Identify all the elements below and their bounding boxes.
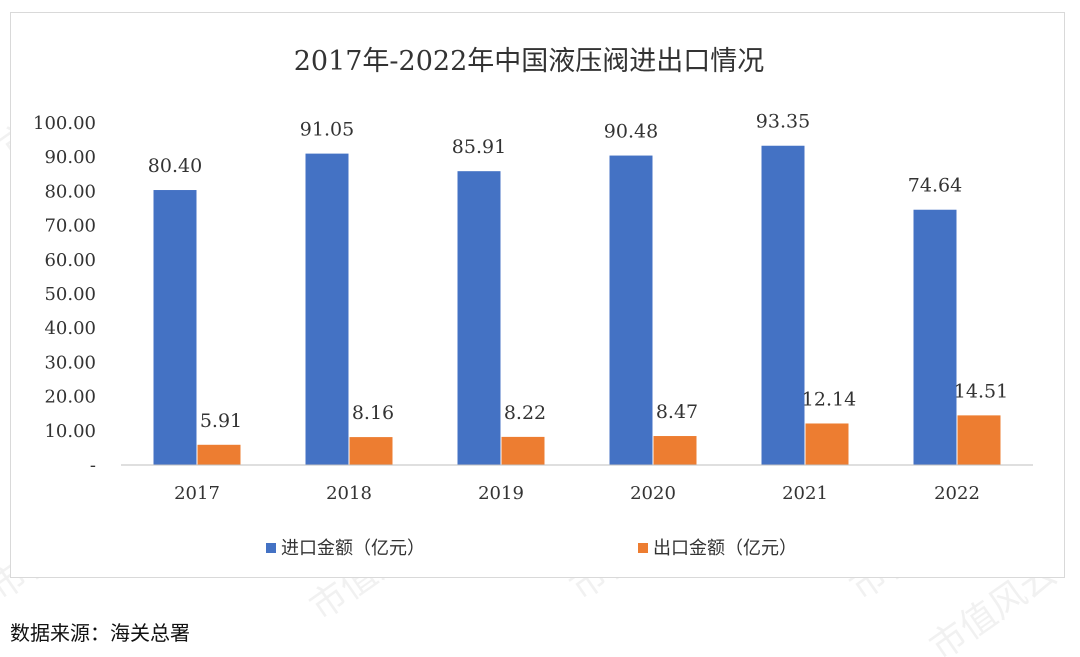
y-tick-label: 90.00 [44, 147, 96, 168]
x-tick-label: 2021 [782, 483, 828, 504]
x-tick-label: 2020 [630, 483, 676, 504]
chart-title: 2017年-2022年中国液压阀进出口情况 [294, 46, 765, 77]
import-value-label: 74.64 [908, 175, 962, 197]
import-value-label: 85.91 [452, 136, 506, 158]
x-tick-label: 2022 [934, 483, 980, 504]
import-bar-2022 [913, 209, 957, 465]
export-bar-2019 [501, 436, 545, 465]
import-value-label: 93.35 [756, 111, 810, 133]
export-bar-2018 [349, 437, 393, 465]
export-value-label: 8.16 [352, 402, 394, 424]
export-bar-2021 [805, 423, 849, 465]
import-bar-2021 [761, 145, 805, 466]
export-value-label: 8.47 [656, 401, 698, 423]
import-bar-2019 [457, 171, 501, 465]
data-labels: 80.40 91.05 85.91 90.48 93.35 74.64 5.91 8.16 8.… [148, 111, 1008, 432]
export-value-label: 8.22 [504, 402, 546, 424]
import-value-label: 91.05 [300, 119, 354, 141]
legend-swatch [266, 543, 276, 553]
export-value-label: 12.14 [802, 388, 856, 410]
x-tick-label: 2018 [326, 483, 372, 504]
legend: 进口金额（亿元） 出口金额（亿元） [266, 538, 797, 559]
export-bar-2017 [197, 444, 241, 465]
legend-label: 出口金额（亿元） [653, 538, 797, 559]
import-value-label: 80.40 [148, 155, 202, 177]
legend-swatch [638, 543, 648, 553]
x-axis: 2017 2018 2019 2020 2021 2022 [121, 464, 1033, 504]
import-bar-2017 [153, 190, 197, 466]
y-axis: - 10.00 20.00 30.00 40.00 50.00 60.00 70.00 80.0… [33, 113, 96, 476]
export-value-label: 14.51 [954, 380, 1008, 402]
bar-chart: 2017年-2022年中国液压阀进出口情况 - 10.00 20.00 30.00 40… [33, 46, 1033, 559]
import-value-label: 90.48 [604, 121, 658, 143]
import-bar-2018 [305, 153, 349, 465]
y-tick-label: 20.00 [44, 387, 96, 408]
legend-label: 进口金额（亿元） [281, 538, 425, 559]
y-tick-label: 60.00 [44, 250, 96, 271]
chart-frame: 2017年-2022年中国液压阀进出口情况 - 10.00 20.00 30.00 40… [10, 12, 1065, 578]
x-tick-label: 2019 [478, 483, 524, 504]
import-bar-2020 [609, 155, 653, 465]
y-tick-label: 100.00 [33, 113, 96, 134]
y-tick-label: 50.00 [44, 284, 96, 305]
export-bar-2020 [653, 436, 697, 465]
y-tick-label: 70.00 [44, 216, 96, 237]
export-bar-2022 [957, 415, 1001, 465]
export-value-label: 5.91 [200, 410, 242, 432]
y-tick-label: 30.00 [44, 352, 96, 373]
x-tick-label: 2017 [174, 483, 220, 504]
source-note: 数据来源：海关总署 [10, 621, 190, 645]
bars [153, 145, 1001, 466]
y-tick-label: 40.00 [44, 318, 96, 339]
y-tick-label: 10.00 [44, 421, 96, 442]
y-tick-label: - [90, 455, 96, 476]
y-tick-label: 80.00 [44, 181, 96, 202]
